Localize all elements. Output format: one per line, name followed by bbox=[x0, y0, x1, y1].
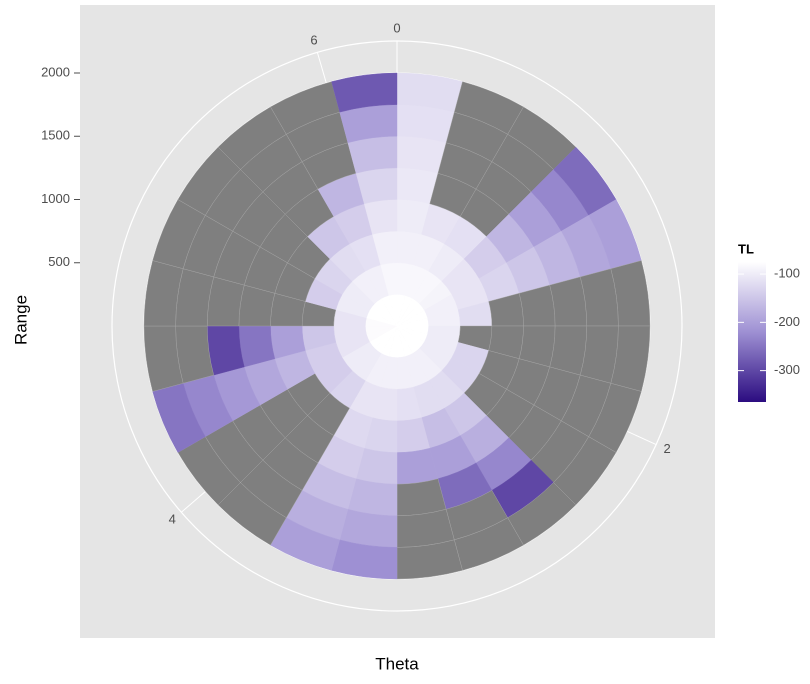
heat-cell bbox=[331, 72, 398, 113]
legend-label: -300 bbox=[774, 362, 800, 377]
x-tick-label: 6 bbox=[310, 32, 317, 47]
y-tick-label: 1000 bbox=[41, 191, 70, 206]
legend-label: -200 bbox=[774, 314, 800, 329]
heat-cell bbox=[347, 136, 398, 174]
heat-cell bbox=[396, 136, 447, 174]
heat-cell bbox=[549, 325, 587, 376]
heat-cell bbox=[396, 478, 447, 516]
heat-cell bbox=[347, 478, 398, 516]
y-axis-title: Range bbox=[11, 295, 30, 345]
legend-label: -100 bbox=[774, 266, 800, 281]
x-tick-label: 2 bbox=[663, 441, 670, 456]
y-tick-label: 1500 bbox=[41, 128, 70, 143]
legend-title: TL bbox=[738, 241, 754, 256]
heat-cell bbox=[549, 276, 587, 327]
heat-cell bbox=[207, 325, 245, 376]
x-tick-label: 0 bbox=[393, 20, 400, 35]
colorbar bbox=[738, 262, 766, 402]
x-axis-title: Theta bbox=[375, 654, 419, 673]
y-tick-label: 2000 bbox=[41, 64, 70, 79]
x-tick-label: 4 bbox=[169, 512, 176, 527]
y-tick-label: 500 bbox=[48, 254, 70, 269]
heat-cell bbox=[207, 276, 245, 327]
